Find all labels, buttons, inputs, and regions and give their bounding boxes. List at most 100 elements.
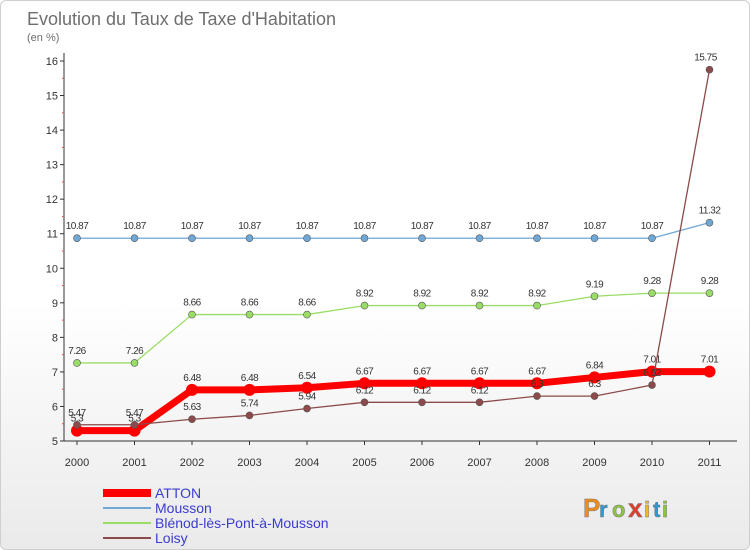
- data-label: 5.63: [183, 402, 201, 413]
- data-label: 10.87: [641, 221, 664, 232]
- data-label: 5.94: [298, 392, 316, 403]
- data-label: 10.87: [181, 221, 204, 232]
- data-label: 6.12: [471, 385, 489, 396]
- y-tick-label: 7: [52, 367, 58, 379]
- data-point: [245, 310, 254, 319]
- series-line: [77, 69, 711, 426]
- data-label: 6.3: [588, 379, 601, 390]
- legend-label: ATTON: [155, 485, 201, 501]
- series-bl-nod-l-s-pont-mousson: 7.26 7.26 8.66 8.66 8.66 8.92 8.92 8.92 8.92 9.19…: [68, 276, 720, 367]
- y-tick-label: 14: [46, 125, 58, 137]
- data-point: [71, 424, 83, 437]
- brand-letter: t: [653, 497, 661, 522]
- data-point: [475, 398, 484, 407]
- data-point: [130, 420, 139, 429]
- series-mousson: 10.87 10.87 10.87 10.87 10.87 10.87 10.87 10.87…: [66, 206, 722, 243]
- data-point: [360, 234, 369, 243]
- data-point: [705, 289, 714, 297]
- data-label: 5.3: [71, 414, 84, 425]
- data-label: 6.67: [356, 366, 374, 377]
- data-point: [303, 310, 311, 319]
- data-point: [418, 301, 426, 310]
- data-label: 9.28: [643, 276, 661, 287]
- data-point: [73, 420, 81, 429]
- data-point: [533, 392, 541, 400]
- chart-subtitle: (en %): [27, 32, 59, 44]
- x-tick-label: 2007: [467, 457, 491, 469]
- series-layer: 10.87 10.87 10.87 10.87 10.87 10.87 10.87 10.87…: [66, 53, 722, 437]
- data-label: 15.75: [694, 53, 717, 64]
- data-label: 7.01: [701, 355, 719, 366]
- data-label: 10.87: [583, 221, 606, 232]
- data-point: [301, 381, 313, 394]
- data-label: 10.87: [296, 221, 319, 232]
- legend: ATTONMoussonBlénod-lès-Pont-à-MoussonLoi…: [103, 485, 329, 546]
- data-point: [128, 424, 141, 437]
- x-tick-label: 2003: [237, 457, 261, 469]
- data-label: 5.47: [68, 408, 86, 419]
- data-point: [360, 398, 369, 407]
- brand-logo: Pr o x i t i: [583, 493, 669, 524]
- brand-letter: i: [644, 497, 650, 522]
- data-label: 6.67: [471, 366, 489, 377]
- data-label: 5.74: [241, 398, 259, 409]
- data-label: 6.12: [356, 385, 374, 396]
- y-tick-label: 8: [52, 332, 58, 344]
- data-point: [648, 381, 656, 389]
- data-label: 8.66: [183, 298, 201, 309]
- data-label: 8.92: [528, 289, 546, 300]
- data-label: 6.84: [586, 360, 604, 371]
- data-point: [358, 377, 371, 390]
- data-point: [418, 234, 426, 243]
- axes: 5 6 7 8 9 10 11 12 13 14 15 16 2000 2001 2002 2003 2004 2…: [46, 53, 737, 469]
- data-point: [416, 377, 428, 390]
- x-tick-label: 2002: [180, 457, 204, 469]
- data-label: 6.54: [298, 371, 316, 382]
- data-label: 10.87: [353, 221, 376, 232]
- data-label: 6.62: [643, 368, 661, 379]
- data-point: [73, 234, 81, 243]
- y-tick-label: 9: [52, 298, 58, 310]
- data-point: [188, 310, 196, 319]
- data-point: [533, 234, 541, 243]
- y-tick-label: 16: [46, 56, 58, 68]
- data-label: 6.67: [413, 366, 431, 377]
- y-tick-label: 12: [46, 194, 58, 206]
- x-tick-label: 2010: [640, 457, 664, 469]
- y-tick-label: 6: [52, 401, 58, 413]
- data-point: [303, 234, 311, 243]
- x-tick-label: 2001: [122, 457, 146, 469]
- data-point: [648, 234, 656, 243]
- data-point: [186, 383, 198, 396]
- data-label: 5.3: [128, 414, 141, 425]
- data-point: [648, 289, 656, 297]
- brand-letter: o: [612, 497, 625, 522]
- data-point: [418, 398, 426, 407]
- data-point: [705, 218, 714, 227]
- data-label: 10.87: [468, 221, 491, 232]
- data-label: 10.87: [123, 221, 146, 232]
- data-label: 6.48: [241, 373, 259, 384]
- series-line: [77, 292, 710, 364]
- data-point: [245, 234, 254, 243]
- data-point: [245, 411, 254, 420]
- data-label: 8.92: [413, 289, 431, 300]
- x-tick-label: 2011: [698, 457, 722, 469]
- legend-label: Loisy: [155, 530, 188, 546]
- data-label: 6.3: [531, 379, 544, 390]
- x-tick-label: 2005: [352, 457, 376, 469]
- data-label: 8.92: [471, 289, 489, 300]
- data-label: 10.87: [238, 221, 261, 232]
- data-label: 8.66: [298, 298, 316, 309]
- x-tick-label: 2000: [65, 457, 89, 469]
- data-label: 6.48: [183, 373, 201, 384]
- data-point: [588, 371, 601, 384]
- data-label: 10.87: [66, 221, 89, 232]
- chart-title: Evolution du Taux de Taxe d'Habitation: [27, 9, 336, 29]
- data-point: [705, 65, 714, 74]
- data-point: [360, 301, 369, 310]
- data-label: 11.32: [699, 206, 722, 217]
- data-point: [473, 377, 486, 390]
